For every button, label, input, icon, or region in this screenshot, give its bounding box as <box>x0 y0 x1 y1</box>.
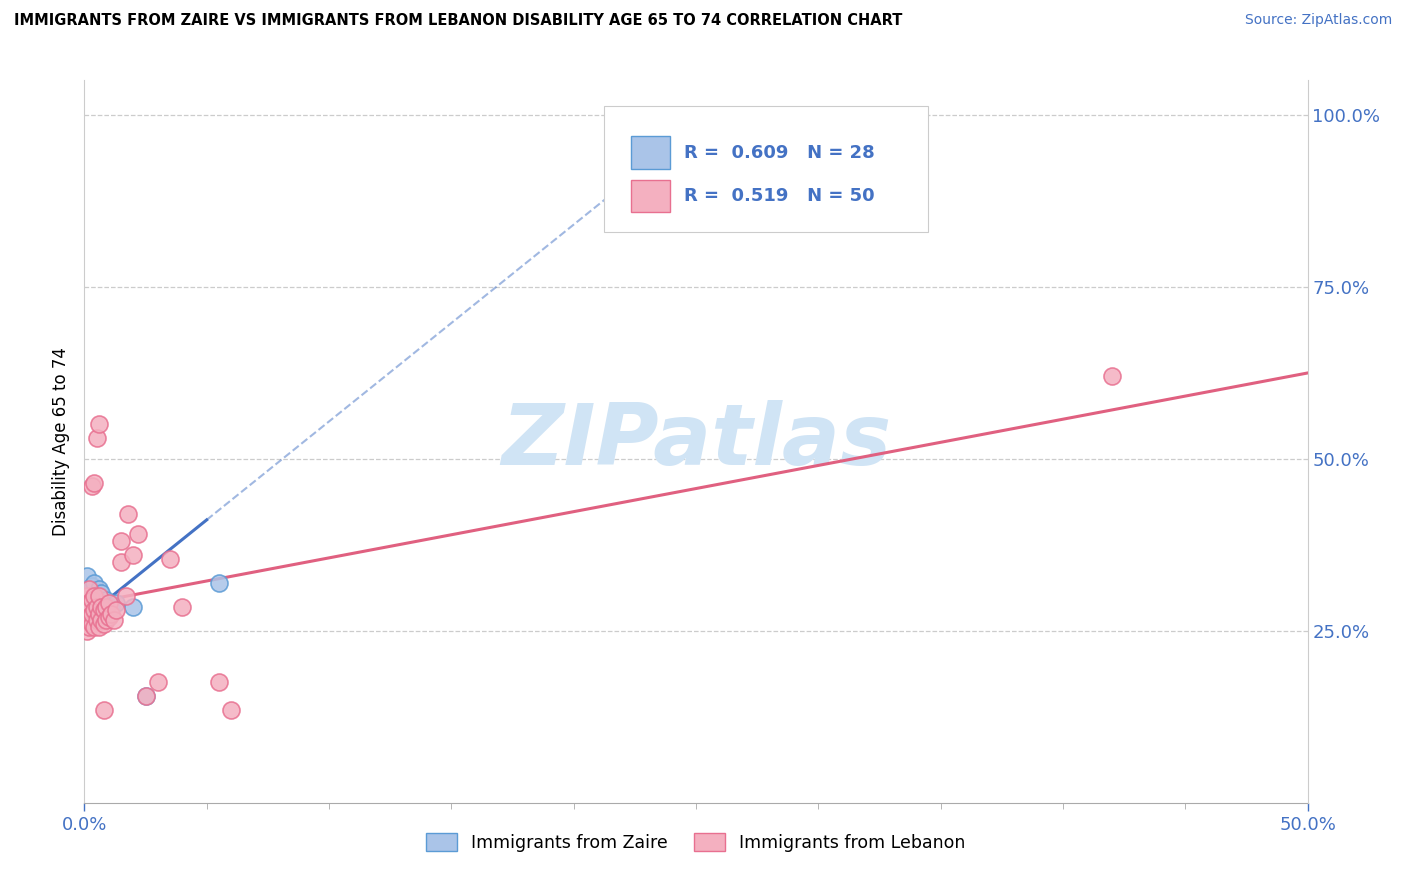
Point <box>110 555 132 569</box>
Y-axis label: Disability Age 65 to 74: Disability Age 65 to 74 <box>52 347 70 536</box>
Point <box>100 607 122 621</box>
Point <box>97 610 120 624</box>
Point <box>80 607 103 621</box>
Point <box>80 479 103 493</box>
Point <box>100 599 122 614</box>
Point <box>76 582 98 597</box>
Point <box>122 548 145 562</box>
Point <box>86 431 108 445</box>
Point <box>661 108 683 122</box>
Point <box>86 599 108 614</box>
Point <box>146 675 169 690</box>
Point <box>76 599 98 614</box>
Point <box>93 599 115 614</box>
Point <box>80 592 103 607</box>
Point <box>105 596 128 610</box>
Point <box>97 596 120 610</box>
Point <box>208 675 231 690</box>
Point <box>77 610 100 624</box>
Point <box>135 689 157 703</box>
Point <box>77 586 100 600</box>
Point <box>90 586 112 600</box>
Bar <box>631 136 671 169</box>
Point <box>90 596 112 610</box>
Point <box>83 603 105 617</box>
Point <box>77 610 100 624</box>
Point <box>87 599 110 614</box>
Point <box>87 607 110 621</box>
Point <box>105 603 128 617</box>
Point <box>1101 369 1123 384</box>
Point <box>96 614 118 628</box>
Text: ZIPatlas: ZIPatlas <box>501 400 891 483</box>
Point <box>87 590 110 604</box>
Point <box>76 568 98 582</box>
Point <box>103 614 125 628</box>
Point <box>83 603 105 617</box>
Point <box>86 590 108 604</box>
Point <box>90 599 112 614</box>
Text: Source: ZipAtlas.com: Source: ZipAtlas.com <box>1244 13 1392 28</box>
Point <box>77 620 100 634</box>
Point <box>77 599 100 614</box>
Point <box>80 579 103 593</box>
Point <box>73 599 96 614</box>
Point <box>83 590 105 604</box>
FancyBboxPatch shape <box>605 105 928 232</box>
Point <box>96 599 118 614</box>
Point <box>73 599 96 614</box>
Point <box>127 527 149 541</box>
Point <box>117 507 139 521</box>
Point <box>80 596 103 610</box>
Point <box>83 575 105 590</box>
Point <box>172 599 194 614</box>
Point <box>96 592 118 607</box>
Point <box>83 620 105 634</box>
Point <box>93 616 115 631</box>
Point <box>76 590 98 604</box>
Point <box>83 475 105 490</box>
Point <box>93 603 115 617</box>
Point <box>87 417 110 432</box>
Point <box>87 582 110 597</box>
Bar <box>631 179 671 212</box>
Point <box>93 703 115 717</box>
Point <box>122 599 145 614</box>
Point <box>87 620 110 634</box>
Point <box>76 614 98 628</box>
Text: R =  0.519   N = 50: R = 0.519 N = 50 <box>683 187 875 205</box>
Point <box>90 614 112 628</box>
Point <box>83 592 105 607</box>
Point <box>208 575 231 590</box>
Point <box>110 534 132 549</box>
Point <box>80 607 103 621</box>
Point <box>115 590 138 604</box>
Point <box>97 603 120 617</box>
Point <box>76 592 98 607</box>
Legend: Immigrants from Zaire, Immigrants from Lebanon: Immigrants from Zaire, Immigrants from L… <box>419 827 973 859</box>
Point <box>135 689 157 703</box>
Text: R =  0.609   N = 28: R = 0.609 N = 28 <box>683 144 875 161</box>
Point <box>159 551 181 566</box>
Point <box>219 703 242 717</box>
Point <box>86 607 108 621</box>
Point <box>76 624 98 638</box>
Point <box>77 596 100 610</box>
Point <box>73 610 96 624</box>
Text: IMMIGRANTS FROM ZAIRE VS IMMIGRANTS FROM LEBANON DISABILITY AGE 65 TO 74 CORRELA: IMMIGRANTS FROM ZAIRE VS IMMIGRANTS FROM… <box>14 13 903 29</box>
Point <box>86 614 108 628</box>
Point <box>80 616 103 631</box>
Point <box>77 582 100 597</box>
